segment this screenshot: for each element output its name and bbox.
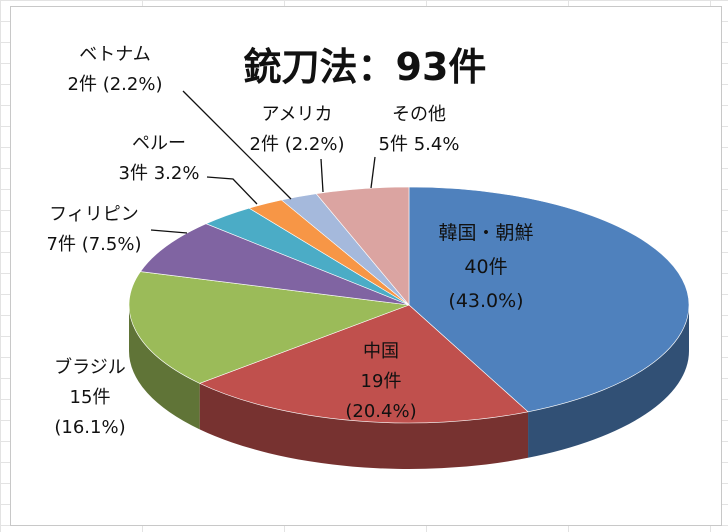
- slice-3-name-label: フィリピン: [49, 204, 139, 225]
- chart-area: 銃刀法：93件 韓国・朝鮮 40件 (43.0%) 中国 19件 (20.4%) ブラジル 1…: [10, 6, 722, 526]
- slice-5-value-label: 2件 (2.2%): [68, 74, 163, 95]
- slice-0-name-label: 韓国・朝鮮: [438, 222, 533, 244]
- slice-3-value-label: 7件 (7.5%): [47, 234, 142, 255]
- slice-2-top: [128, 271, 410, 384]
- slice-7-leader-line: [370, 156, 376, 189]
- slice-4-leader-line: [206, 176, 258, 205]
- pie-chart: 銃刀法：93件 韓国・朝鮮 40件 (43.0%) 中国 19件 (20.4%) ブラジル 1…: [47, 44, 690, 469]
- slice-0-top: [408, 186, 690, 413]
- slice-7-top: [315, 186, 410, 306]
- slice-6-value-label: 2件 (2.2%): [250, 134, 345, 155]
- slice-5-leader-line: [182, 90, 292, 200]
- chart-title: 銃刀法：93件: [244, 45, 487, 89]
- slice-2-name-label: ブラジル: [54, 356, 126, 378]
- slice-1-top: [198, 304, 529, 424]
- slice-1-side: [199, 383, 529, 469]
- slice-5-name-label: ベトナム: [79, 44, 150, 65]
- slice-7-name-label: その他: [392, 104, 446, 125]
- slice-6-leader-line: [320, 158, 324, 193]
- slice-1-name-label: 中国: [363, 341, 399, 362]
- slice-7-value-label: 5件 5.4%: [379, 134, 460, 155]
- slice-2-pct-label: (16.1%): [54, 417, 125, 438]
- slice-0-count-label: 40件: [464, 256, 507, 278]
- slice-1-pct-label: (20.4%): [345, 401, 416, 422]
- slice-2-side: [129, 305, 200, 430]
- slice-6-name-label: アメリカ: [261, 104, 332, 125]
- slice-4-value-label: 3件 3.2%: [119, 163, 200, 184]
- slice-0-pct-label: (43.0%): [448, 290, 523, 312]
- slice-3-top: [139, 223, 410, 306]
- slice-0-side: [528, 305, 689, 458]
- slice-1-count-label: 19件: [361, 371, 402, 392]
- slice-3-leader-line: [150, 229, 188, 234]
- slice-2-count-label: 15件: [70, 387, 111, 408]
- slice-4-name-label: ペルー: [132, 133, 186, 154]
